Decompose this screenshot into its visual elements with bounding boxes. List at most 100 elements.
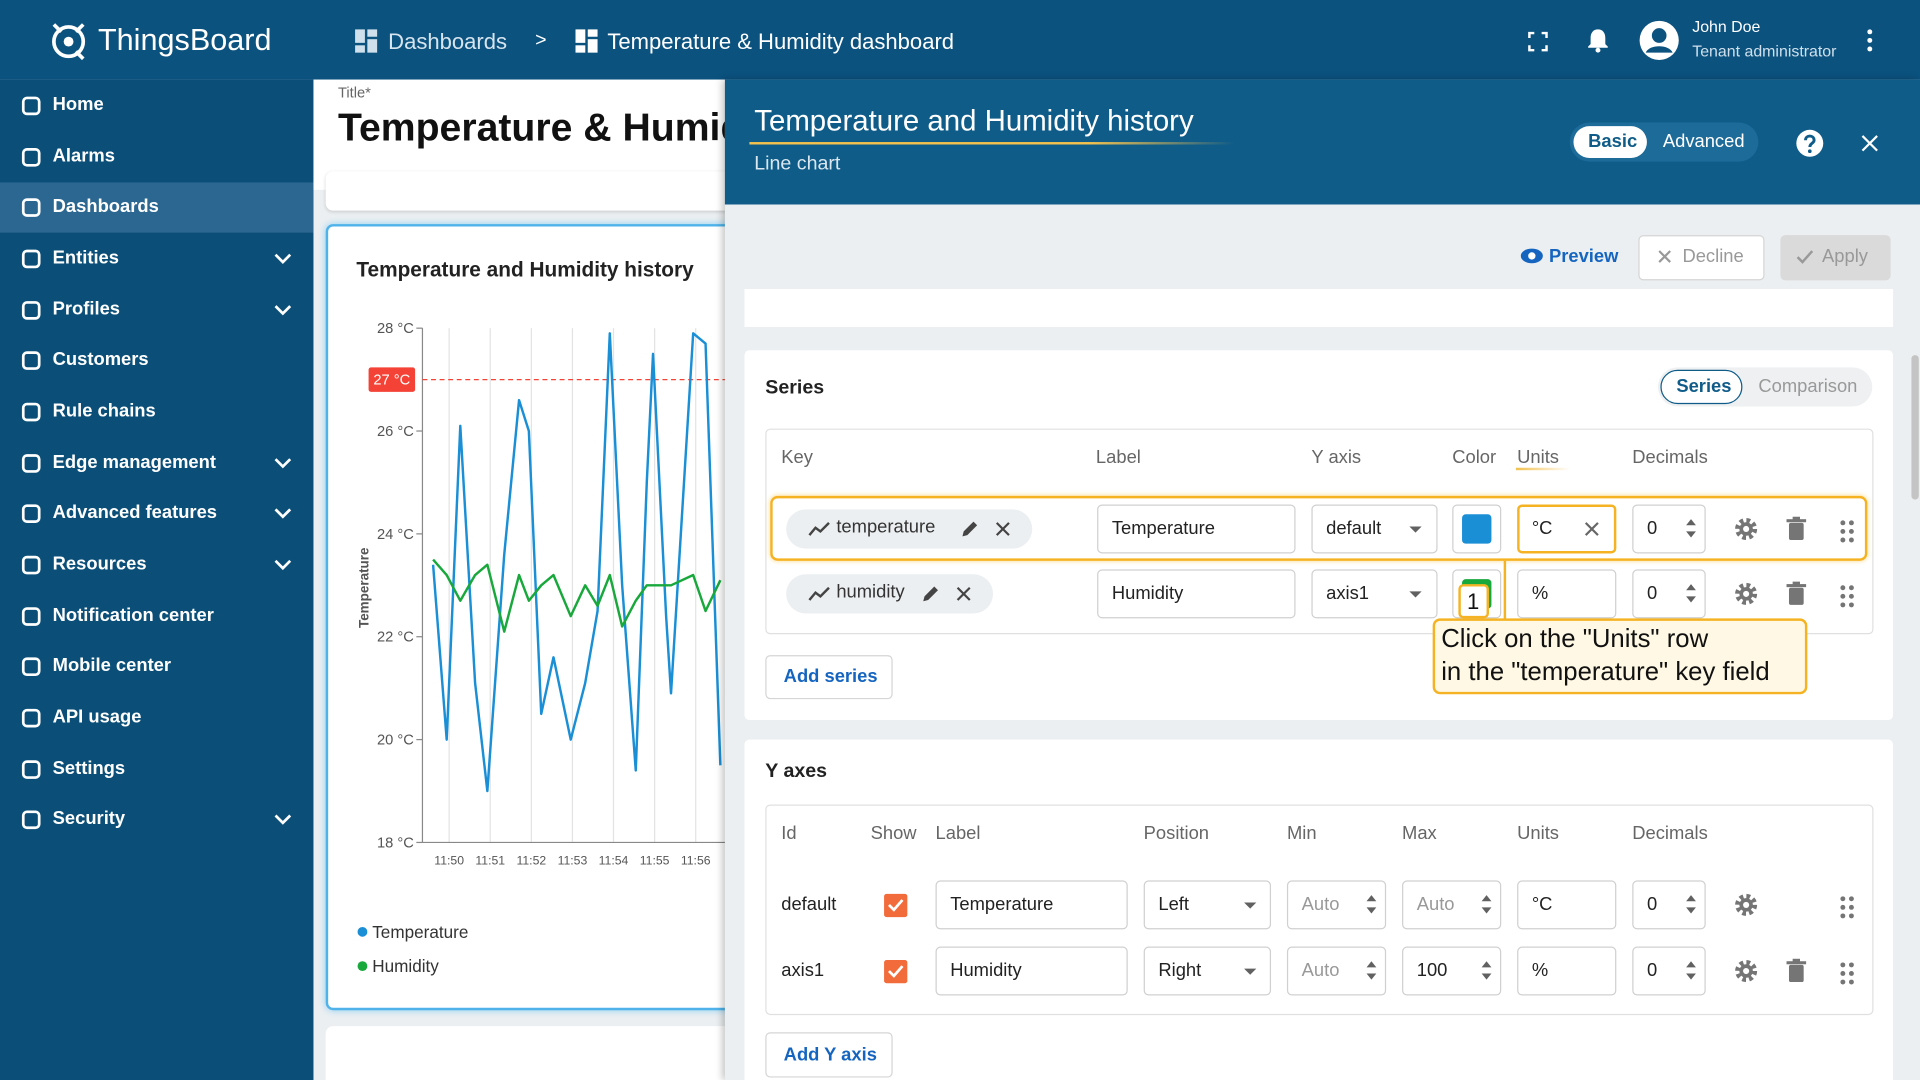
settings-button[interactable] [1734, 517, 1758, 541]
preview-button[interactable]: Preview [1548, 246, 1619, 267]
input-value: Right [1158, 960, 1202, 981]
icon-shape [1796, 129, 1824, 157]
input-field[interactable] [1517, 569, 1617, 619]
icon-shape [21, 810, 41, 830]
notifications-button[interactable] [1587, 28, 1609, 53]
icon-shape [1792, 516, 1800, 520]
icon-shape [1848, 962, 1854, 968]
icon-shape [1840, 971, 1846, 976]
drag-handle[interactable] [1840, 585, 1854, 608]
delete-button[interactable] [1785, 581, 1807, 605]
edit-icon[interactable] [921, 584, 941, 604]
input-field[interactable] [1517, 504, 1617, 554]
menu-label: Entities [52, 247, 120, 269]
column-header: Label [935, 822, 981, 844]
input-field[interactable] [1632, 946, 1706, 996]
select-caret [1409, 526, 1422, 533]
drag-handle[interactable] [1840, 520, 1854, 543]
icon-shape [1840, 896, 1846, 902]
title-underline [749, 142, 1235, 145]
series-table [765, 428, 1874, 635]
icon-shape [1366, 961, 1377, 980]
icon-shape [1804, 134, 1816, 148]
input-field[interactable] [1402, 946, 1502, 996]
input-field[interactable] [1286, 946, 1387, 996]
clear-icon[interactable] [1584, 522, 1599, 537]
icon-shape [1848, 537, 1854, 543]
settings-button[interactable] [1734, 959, 1758, 983]
delete-button[interactable] [1785, 516, 1807, 540]
icon-shape [1786, 519, 1807, 523]
input-field[interactable] [1097, 504, 1296, 554]
input-value: axis1 [1326, 582, 1370, 604]
expand-icon [274, 304, 292, 315]
edit-icon[interactable] [959, 519, 979, 539]
menu-item[interactable] [0, 181, 314, 233]
apply-icon [1796, 250, 1814, 264]
input-field[interactable] [1097, 569, 1296, 619]
tab-selected[interactable] [1660, 369, 1743, 405]
drag-handle[interactable] [1840, 896, 1854, 919]
input-field[interactable] [1286, 880, 1387, 930]
input-field[interactable] [1632, 880, 1706, 930]
icon-shape [367, 29, 378, 37]
icon-shape [1848, 528, 1854, 534]
input-field[interactable] [1632, 569, 1706, 619]
threshold-label: 27 °C [373, 372, 410, 388]
icon-shape [1861, 135, 1878, 152]
panel-title[interactable]: Temperature and Humidity history [754, 104, 1194, 138]
icon-shape [21, 351, 41, 371]
input-value: 100 [1416, 960, 1448, 981]
key-chip[interactable] [786, 509, 1032, 549]
icon-shape [274, 508, 292, 520]
row-highlight [770, 495, 1868, 561]
y-tick-label: 28 °C [377, 321, 414, 337]
settings-button[interactable] [1734, 582, 1758, 606]
decline-box[interactable] [1638, 235, 1765, 281]
mode-label[interactable]: Advanced [1662, 131, 1745, 152]
apply-button: Apply [1822, 246, 1868, 267]
input-field[interactable] [935, 946, 1128, 996]
settings-button[interactable] [1734, 893, 1758, 917]
column-header: Units [1517, 446, 1560, 468]
icon-shape [63, 36, 74, 47]
add-series-button[interactable] [765, 655, 893, 700]
menu-label: Notification center [52, 604, 214, 626]
spinner [1686, 519, 1696, 538]
input-field[interactable] [1632, 504, 1706, 554]
input-field[interactable] [1402, 880, 1502, 930]
input-field[interactable] [1517, 880, 1617, 930]
fullscreen-button[interactable] [1528, 31, 1548, 52]
icon-shape [21, 759, 41, 779]
add-axis-button[interactable] [765, 1032, 893, 1078]
input-value: Humidity [950, 960, 1022, 981]
help-button[interactable] [1796, 129, 1824, 157]
input-value: 0 [1646, 517, 1658, 539]
remove-icon[interactable] [995, 522, 1010, 537]
icon-shape [21, 453, 41, 473]
icon-shape [21, 300, 41, 320]
user-avatar[interactable] [1639, 20, 1679, 60]
more-button[interactable] [1866, 29, 1873, 52]
drag-handle[interactable] [1840, 962, 1854, 985]
select-caret [1244, 902, 1257, 909]
key-chip[interactable] [786, 574, 994, 614]
column-header: Show [870, 822, 917, 844]
menu-icon [21, 606, 41, 626]
breadcrumb-link[interactable]: Dashboards [388, 29, 508, 55]
icon-shape [587, 39, 598, 53]
input-field[interactable] [1517, 946, 1617, 996]
menu-label: API usage [52, 706, 142, 728]
tab-label[interactable]: Comparison [1758, 375, 1858, 397]
close-button[interactable] [1861, 135, 1878, 152]
units-underline [1515, 467, 1570, 471]
mode-basic[interactable] [1573, 126, 1647, 158]
icon-shape [888, 899, 904, 912]
remove-icon[interactable] [956, 586, 971, 602]
axis-id: default [781, 893, 837, 915]
input-field[interactable] [935, 880, 1128, 930]
delete-button[interactable] [1785, 958, 1807, 983]
menu-icon [21, 249, 41, 269]
x-tick-label: 11:50 [434, 853, 464, 867]
